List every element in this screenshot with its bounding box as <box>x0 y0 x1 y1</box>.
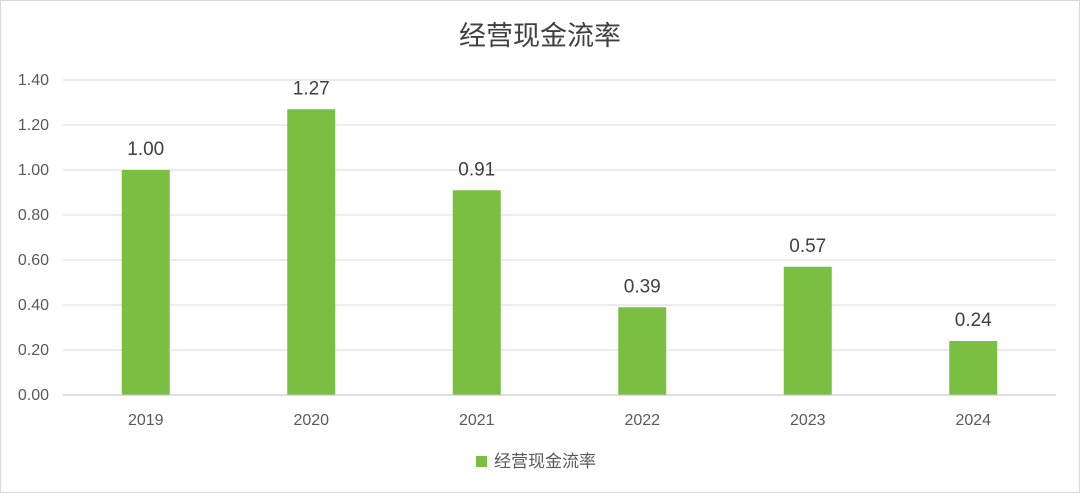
data-label: 0.91 <box>458 159 495 180</box>
bar <box>618 307 667 395</box>
bar-layer <box>121 109 998 395</box>
x-tick-label: 2022 <box>624 412 660 429</box>
y-tick-label: 0.00 <box>18 387 49 404</box>
x-tick-label: 2024 <box>955 412 991 429</box>
y-tick-label: 1.40 <box>18 72 49 89</box>
y-tick-label: 1.20 <box>18 117 49 134</box>
data-label: 1.27 <box>293 78 330 99</box>
y-tick-label: 0.60 <box>18 252 49 269</box>
bar <box>783 266 832 395</box>
bar <box>287 109 336 395</box>
bar <box>121 170 170 395</box>
data-label: 0.39 <box>624 276 661 297</box>
grid-layer <box>63 79 1056 351</box>
x-tick-label: 2019 <box>128 412 164 429</box>
x-tick-label: 2023 <box>790 412 826 429</box>
legend-label: 经营现金流率 <box>494 452 596 472</box>
x-tick-label: 2020 <box>293 412 329 429</box>
data-label: 1.00 <box>127 139 164 160</box>
data-label: 0.57 <box>789 236 826 257</box>
y-tick-label: 1.00 <box>18 162 49 179</box>
bar <box>452 190 501 395</box>
bar <box>949 341 998 395</box>
y-tick-label: 0.80 <box>18 207 49 224</box>
legend: 经营现金流率 <box>476 452 596 472</box>
axis-layer: 0.00 0.20 0.40 0.60 0.80 1.00 1.20 1.40 2019 2020… <box>18 72 1056 429</box>
y-tick-label: 0.40 <box>18 297 49 314</box>
legend-swatch-icon <box>476 456 487 467</box>
data-label: 0.24 <box>955 310 992 331</box>
label-layer: 1.00 1.27 0.91 0.39 0.57 0.24 <box>127 78 992 331</box>
y-tick-label: 0.20 <box>18 342 49 359</box>
chart-title: 经营现金流率 <box>459 21 621 52</box>
x-tick-label: 2021 <box>459 412 495 429</box>
